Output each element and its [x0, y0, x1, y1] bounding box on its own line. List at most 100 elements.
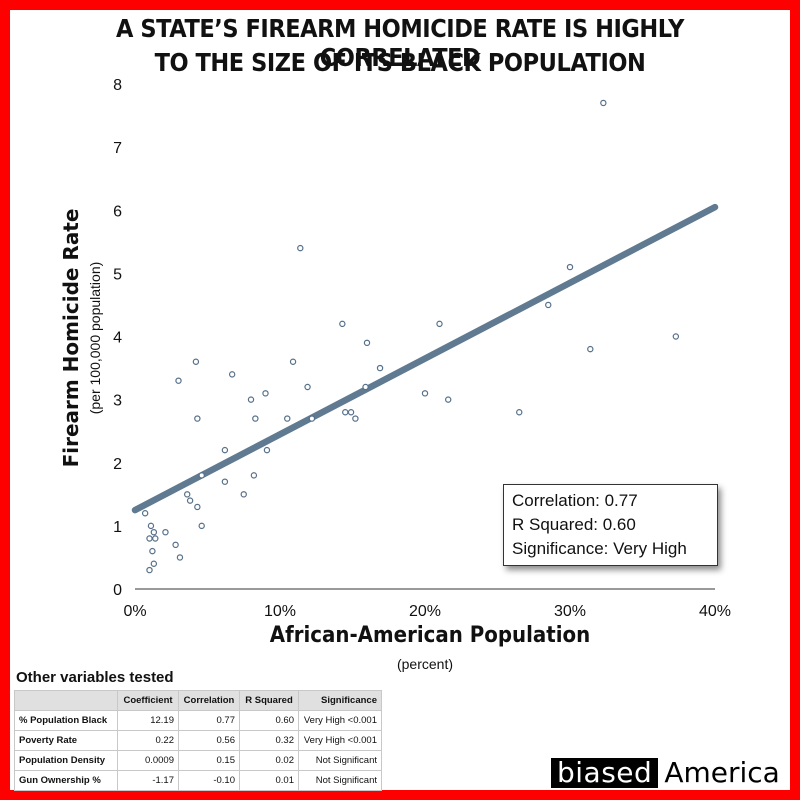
cell: 0.01 — [239, 770, 299, 791]
data-point — [147, 522, 155, 530]
table-row: Population Density 0.0009 0.15 0.02 Not … — [14, 750, 382, 771]
header-cell — [14, 690, 118, 711]
data-point — [339, 320, 346, 328]
y-axis-label: Firearm Homicide Rate — [59, 209, 83, 468]
data-point — [146, 566, 153, 574]
data-point — [421, 390, 429, 397]
data-point — [342, 409, 349, 416]
cell: 0.0009 — [117, 750, 179, 771]
y-tick-labels: 0 1 2 3 4 5 6 7 8 — [113, 77, 122, 599]
data-point — [228, 371, 236, 378]
data-point — [263, 446, 271, 454]
r-squared-stat: R Squared: 0.60 — [512, 515, 636, 534]
table-row: Gun Ownership % -1.17 -0.10 0.01 Not Sig… — [14, 770, 382, 791]
data-point — [141, 510, 149, 517]
header-cell: R Squared — [239, 690, 299, 711]
data-point — [587, 345, 594, 353]
cell: Very High <0.001 — [298, 730, 382, 751]
significance-stat: Significance: Very High — [512, 539, 687, 558]
cell: 0.60 — [239, 710, 299, 731]
data-point — [194, 415, 201, 422]
trend-line — [131, 203, 719, 514]
data-point — [566, 263, 574, 271]
table-header-row: Coefficient Correlation R Squared Signif… — [14, 690, 382, 711]
table-row: % Population Black 12.19 0.77 0.60 Very … — [14, 710, 382, 731]
y-tick-label: 1 — [113, 519, 122, 536]
data-point — [149, 547, 156, 555]
data-point — [600, 99, 607, 107]
data-point — [545, 301, 552, 309]
y-tick-label: 2 — [113, 456, 122, 473]
header-cell: Significance — [298, 690, 382, 711]
data-point — [304, 383, 311, 391]
data-point — [176, 554, 184, 561]
data-point — [198, 472, 205, 479]
data-point — [152, 535, 159, 542]
data-point — [250, 472, 258, 479]
data-point — [289, 358, 297, 365]
y-tick-label: 3 — [113, 393, 122, 410]
y-axis-sublabel: (per 100,000 population) — [87, 262, 103, 415]
x-tick-labels: 0% 10% 20% 30% 40% — [123, 603, 731, 620]
data-point — [297, 244, 304, 252]
data-point — [175, 377, 182, 384]
y-tick-label: 4 — [113, 330, 122, 347]
y-tick-label: 0 — [113, 582, 122, 599]
x-axis-label: African-American Population — [269, 623, 591, 648]
cell: 0.22 — [117, 730, 179, 751]
data-point — [194, 503, 201, 511]
data-point — [376, 364, 384, 372]
data-point — [436, 320, 443, 328]
data-point — [445, 396, 452, 403]
data-points — [141, 99, 680, 574]
data-point — [198, 522, 205, 530]
biased-america-logo: biased America — [551, 758, 786, 788]
data-point — [672, 333, 680, 340]
x-tick-label: 0% — [123, 603, 146, 620]
cell: 0.15 — [178, 750, 240, 771]
cell: 12.19 — [117, 710, 179, 731]
data-point — [186, 497, 194, 504]
row-label: % Population Black — [14, 710, 118, 731]
variables-table: Coefficient Correlation R Squared Signif… — [14, 690, 382, 791]
data-point — [516, 409, 523, 416]
row-label: Poverty Rate — [14, 730, 118, 751]
data-point — [221, 446, 229, 454]
data-point — [308, 415, 316, 422]
data-point — [240, 491, 247, 498]
data-point — [172, 541, 179, 549]
x-tick-label: 10% — [264, 603, 296, 620]
y-tick-label: 6 — [113, 203, 122, 220]
y-tick-label: 8 — [113, 77, 122, 94]
x-tick-label: 20% — [409, 603, 441, 620]
cell: -0.10 — [178, 770, 240, 791]
y-tick-label: 7 — [113, 140, 122, 157]
data-point — [150, 528, 158, 536]
header-cell: Correlation — [178, 690, 240, 711]
data-point — [362, 383, 369, 391]
correlation-stat: Correlation: 0.77 — [512, 491, 638, 510]
logo-part-biased: biased — [551, 758, 659, 788]
row-label: Population Density — [14, 750, 118, 771]
x-tick-label: 30% — [554, 603, 586, 620]
cell: -1.17 — [117, 770, 179, 791]
chart-title-line1: A STATE’S FIREARM HOMICIDE RATE IS HIGHL… — [115, 14, 685, 72]
cell: 0.56 — [178, 730, 240, 751]
data-point — [183, 491, 191, 498]
data-point — [192, 358, 200, 365]
cell: Very High <0.001 — [298, 710, 382, 731]
x-axis-sublabel: (percent) — [396, 656, 454, 672]
y-tick-label: 5 — [113, 266, 122, 283]
data-point — [262, 390, 269, 397]
data-point — [162, 528, 169, 536]
data-point — [284, 415, 291, 422]
header-cell: Coefficient — [117, 690, 179, 711]
data-point — [252, 415, 259, 422]
cell: Not Significant — [298, 750, 382, 771]
stats-box: Correlation: 0.77 R Squared: 0.60 Signif… — [503, 484, 718, 566]
data-point — [247, 396, 255, 403]
data-point — [347, 409, 355, 416]
cell: 0.77 — [178, 710, 240, 731]
